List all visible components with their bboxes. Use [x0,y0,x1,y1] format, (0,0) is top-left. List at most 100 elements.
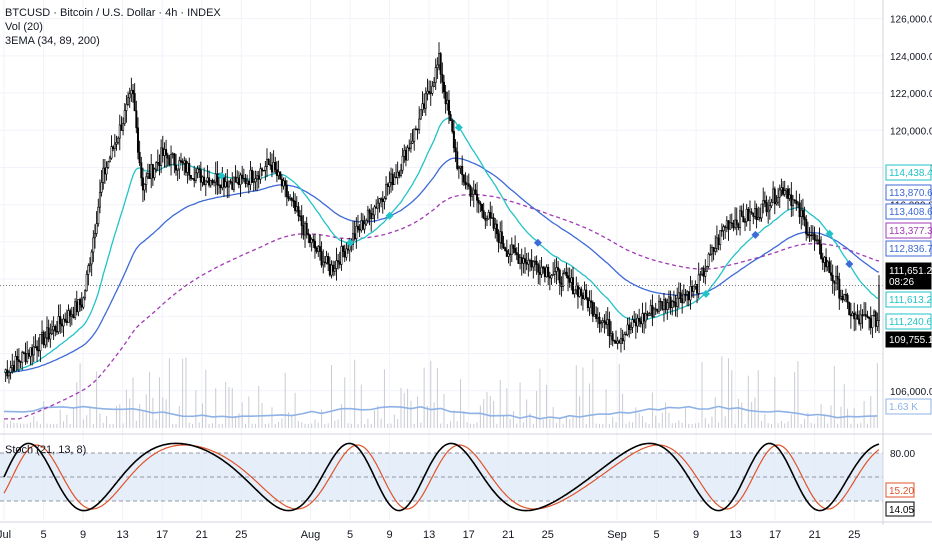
volume-bar [453,410,455,428]
volume-bar [460,379,462,428]
volume-bar [423,367,425,428]
volume-bar [244,423,246,428]
price-tick-label: 106,000.00 [890,387,932,398]
volume-bar [109,423,111,428]
volume-bar [876,363,878,428]
candle-body [682,293,685,304]
volume-bar [589,383,591,428]
volume-bar [29,422,31,428]
volume-bar [645,422,647,428]
candle-body [494,223,497,229]
candle-body [274,162,277,170]
candle-body [361,220,364,230]
candle-body [836,275,839,280]
candle-body [401,155,404,171]
volume-bar [211,423,213,428]
candle-body [395,176,398,179]
volume-bar [287,412,289,428]
volume-bar [198,422,200,428]
candle-body [634,321,637,327]
candle-body [365,220,368,225]
candle-body [608,319,611,337]
volume-bar [526,399,528,428]
volume-bar [466,422,468,428]
volume-bar [106,416,108,428]
candle-body [487,212,490,220]
candle-body [707,253,710,267]
candle-body [242,177,245,180]
volume-bar [800,423,802,428]
stoch-label[interactable]: Stoch (21, 13, 8) [5,444,87,456]
candle-body [639,321,642,325]
volume-bar [49,423,51,428]
volume-bar [856,423,858,428]
volume-bar [443,393,445,428]
price-badge [885,203,932,220]
volume-label[interactable]: Vol (20) [5,21,43,33]
candle-body [667,296,670,304]
volume-bar [734,423,736,428]
candle-body [623,334,626,342]
candle-body [112,146,115,149]
volume-bar [135,420,137,428]
candle-body [14,356,17,372]
candle-body [646,313,649,316]
candle-body [859,314,862,324]
symbol-title[interactable]: BTCUSD · Bitcoin / U.S. Dollar · 4h · IN… [5,7,221,19]
volume-bar [512,411,514,428]
candle-body [644,313,647,322]
volume-bar [572,416,574,428]
candle-body [583,289,586,300]
candle-body [340,246,343,265]
candle-body [98,191,101,208]
candle-body [500,231,503,244]
volume-bar [446,423,448,428]
ema-label[interactable]: 3EMA (34, 89, 200) [5,35,100,47]
candle-body [366,209,369,221]
candle-body [313,240,316,249]
candle-body [793,199,796,202]
candle-body [510,244,513,255]
candle-body [459,165,462,169]
ema-cross-marker [217,171,226,180]
candle-body [876,320,879,327]
candle-body [507,253,510,257]
candle-body [333,268,336,272]
candle-body [193,178,196,181]
candle-body [102,167,105,183]
price-badge-text: 114,438.48 [889,168,932,179]
candle-body [403,149,406,157]
price-badge-text: 111,651.29 [889,266,932,277]
candle-body [428,90,431,94]
volume-bar [536,390,538,428]
candle-body [844,294,847,296]
time-axis-label: 5 [347,529,353,541]
candle-body [75,301,78,313]
volume-bar [122,423,124,428]
candle-body [85,274,88,292]
candle-body [451,120,454,132]
candle-body [828,261,831,274]
candle-body [798,202,801,218]
volume-bar [377,405,379,428]
candle-body [484,218,487,221]
candle-body [753,208,756,217]
candle-body [29,347,32,357]
volume-bar [420,422,422,428]
candle-body [555,267,558,272]
candle-body [686,291,689,295]
candle-body [345,248,348,258]
volume-bar [813,423,815,428]
volume-ma-line [3,405,878,420]
candle-body [145,176,148,185]
volume-bar [532,423,534,428]
volume-bar [86,415,88,428]
candle-body [691,286,694,292]
candle-body [380,198,383,200]
candle-body [424,93,427,109]
candle-body [122,123,125,131]
volume-bar [350,423,352,428]
candle-body [90,251,93,265]
